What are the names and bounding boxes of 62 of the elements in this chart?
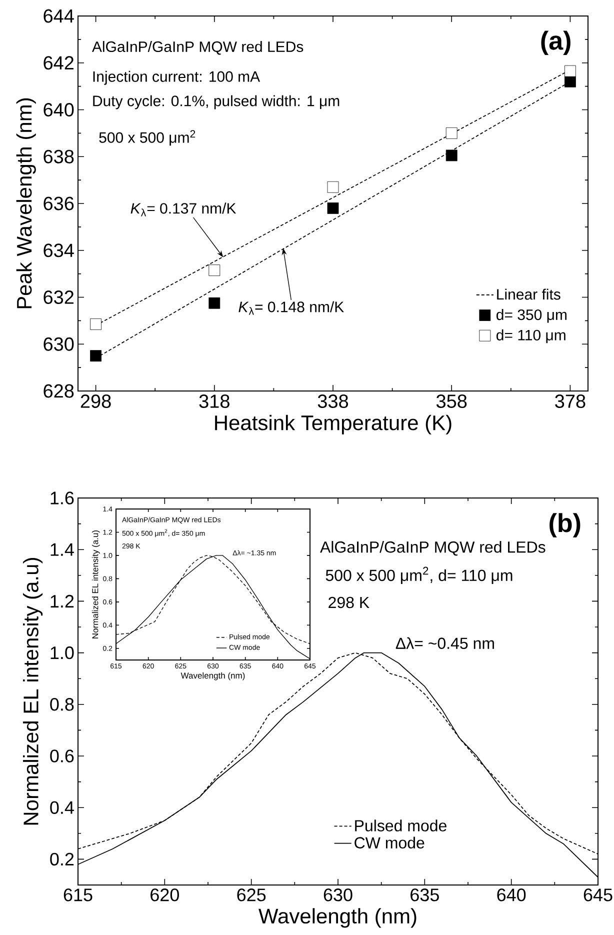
y-tick-label: 0.4: [50, 801, 74, 814]
annotation: K$_{λ}$= 0.137 nm/K: [130, 202, 236, 216]
y-tick-label: 0.6: [50, 750, 74, 762]
point: [446, 150, 458, 162]
legend-label: d= 350 μm: [496, 309, 566, 323]
point: [327, 181, 339, 193]
annotation: 500 x 500 μm$^{2}$, d= 110 μm: [326, 566, 512, 584]
annotation: Injection current: 100 mA: [93, 70, 260, 85]
point: [90, 318, 102, 330]
annotation: Δλ= ~0.45 nm: [396, 637, 494, 649]
x-axis-title: Wavelength (nm): [180, 672, 245, 680]
x-tick-label: 625: [237, 888, 266, 902]
x-tick-label: 635: [410, 888, 439, 902]
y-tick-label: 634: [44, 244, 74, 258]
x-axis-title: Heatsink Temperature (K): [215, 414, 452, 434]
x-tick-label: 298: [80, 394, 111, 408]
text: (a): [541, 30, 570, 56]
x-tick-label: 620: [150, 888, 179, 902]
x-tick-label: 645: [584, 888, 612, 902]
x-tick-label: 358: [436, 394, 467, 408]
annotation: 298 K: [328, 596, 370, 608]
x-tick-label: 338: [318, 394, 348, 408]
y-tick-label: 0.8: [50, 698, 74, 711]
y-tick-label: 1.6: [50, 492, 74, 504]
y-axis-title: Peak Wavelength (nm): [16, 98, 36, 308]
legend-label: CW mode: [354, 836, 424, 848]
x-tick-label: 615: [64, 888, 92, 902]
point: [90, 350, 102, 362]
annotation: 500 x 500 μm$^{2}$: [99, 130, 196, 146]
y-tick-label: 642: [44, 56, 74, 70]
x-tick-label: 378: [555, 394, 586, 408]
y-tick-label: 628: [44, 384, 74, 398]
x-axis-title: Wavelength (nm): [258, 908, 416, 928]
y-tick-label: 640: [44, 103, 74, 116]
annotation: AlGaInP/GaInP MQW red LEDs: [320, 541, 546, 556]
y-tick-label: 1.2: [50, 594, 74, 608]
point: [564, 76, 576, 88]
legend-label: Pulsed mode: [355, 820, 446, 832]
point: [327, 202, 339, 214]
y-tick-label: 636: [44, 196, 74, 210]
y-tick-label: 1.4: [50, 543, 74, 556]
annotation: Duty cycle: 0.1%, pulsed width: 1 μm: [93, 95, 340, 110]
y-tick-label: 0.2: [50, 852, 74, 866]
y-axis-title: Normalized EL intensity (a.u): [92, 530, 100, 638]
y-tick-label: 630: [44, 337, 74, 351]
legend-label: d= 110 μm: [496, 329, 566, 344]
point: [446, 127, 458, 139]
y-tick-label: 632: [44, 290, 74, 304]
annotation: K$_{λ}$= 0.148 nm/K: [238, 301, 344, 315]
point: [208, 297, 220, 309]
y-tick-label: 638: [44, 150, 74, 164]
x-tick-label: 640: [497, 888, 526, 902]
y-tick-label: 644: [44, 9, 74, 23]
x-tick-label: 630: [324, 888, 352, 902]
y-tick-label: 1.0: [50, 646, 74, 660]
point: [208, 264, 220, 276]
point: [564, 65, 576, 77]
y-axis-title: Normalized EL intensity (a.u): [23, 558, 43, 825]
x-tick-label: 318: [199, 394, 230, 408]
legend-label: Linear fits: [497, 288, 560, 300]
annotation: AlGaInP/GaInP MQW red LEDs: [92, 41, 304, 55]
text: (b): [550, 513, 580, 538]
